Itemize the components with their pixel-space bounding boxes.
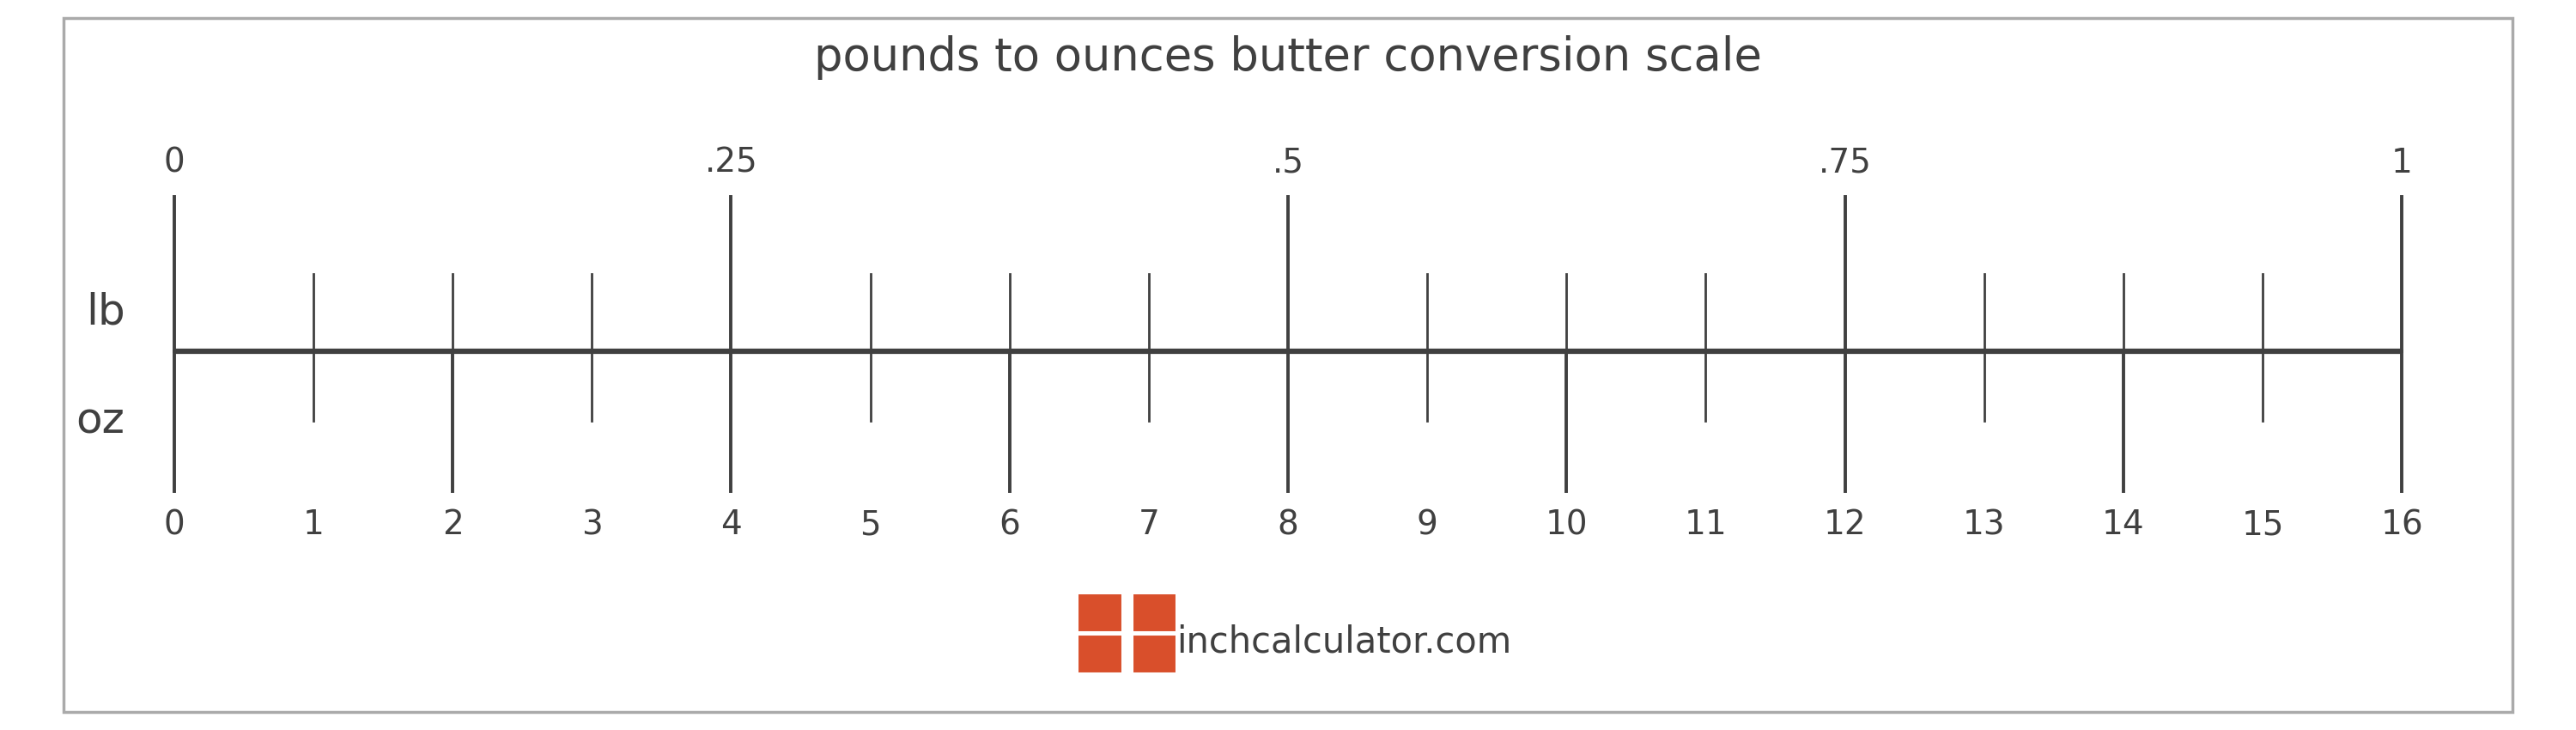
Text: 4: 4	[721, 509, 742, 542]
Bar	[1133, 593, 1177, 632]
Text: 13: 13	[1963, 509, 2007, 542]
Bar	[1077, 593, 1123, 632]
Text: 3: 3	[582, 509, 603, 542]
Text: 16: 16	[2380, 509, 2424, 542]
Text: 12: 12	[1824, 509, 1865, 542]
Text: pounds to ounces butter conversion scale: pounds to ounces butter conversion scale	[814, 36, 1762, 80]
Text: 1: 1	[2391, 147, 2414, 180]
Text: 0: 0	[162, 147, 185, 180]
Text: oz: oz	[77, 401, 126, 442]
Bar	[1077, 635, 1123, 673]
Text: 6: 6	[999, 509, 1020, 542]
Text: .5: .5	[1273, 147, 1303, 180]
Text: 11: 11	[1685, 509, 1726, 542]
Text: 1: 1	[301, 509, 325, 542]
Text: 14: 14	[2102, 509, 2146, 542]
Text: lb: lb	[85, 292, 126, 333]
Text: 5: 5	[860, 509, 881, 542]
Text: 9: 9	[1417, 509, 1437, 542]
Text: .25: .25	[703, 147, 757, 180]
Bar	[1133, 635, 1177, 673]
Text: 7: 7	[1139, 509, 1159, 542]
Text: 15: 15	[2241, 509, 2285, 542]
Text: 0: 0	[162, 509, 185, 542]
Text: 10: 10	[1546, 509, 1587, 542]
Text: 2: 2	[443, 509, 464, 542]
Text: inchcalculator.com: inchcalculator.com	[1177, 623, 1512, 660]
Text: 8: 8	[1278, 509, 1298, 542]
Text: .75: .75	[1819, 147, 1873, 180]
